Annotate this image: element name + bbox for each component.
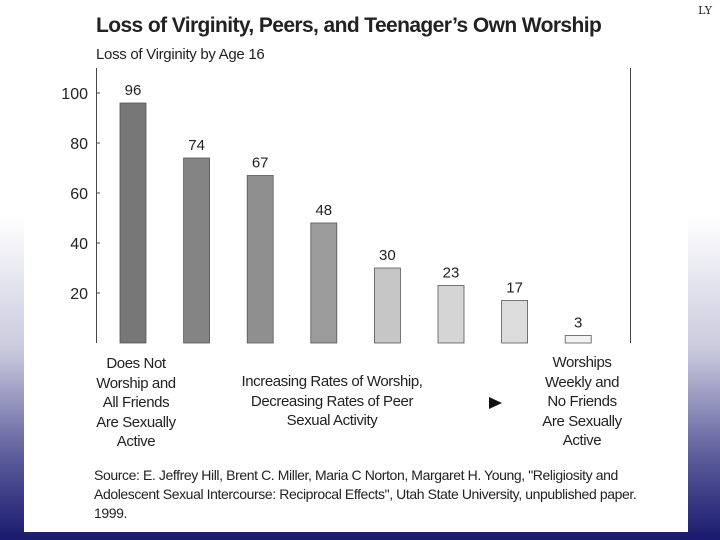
y-tick-label: 80	[70, 136, 88, 153]
y-tick-label: 100	[61, 86, 88, 103]
bar	[564, 335, 592, 344]
y-tick-label: 60	[70, 186, 88, 203]
data-label: 96	[125, 82, 142, 99]
y-tick-label: 20	[70, 286, 88, 303]
data-label: 48	[315, 202, 332, 219]
data-label: 23	[443, 265, 460, 282]
slide: Loss of Virginity, Peers, and Teenager’s…	[24, 0, 688, 532]
bar	[501, 300, 529, 344]
data-label: 17	[506, 280, 523, 297]
bar	[310, 222, 338, 344]
bar	[246, 175, 274, 344]
source-citation: Source: E. Jeffrey Hill, Brent C. Miller…	[94, 467, 637, 521]
plot-frame	[96, 68, 631, 343]
data-label: 74	[188, 137, 205, 154]
bar	[119, 102, 147, 344]
left-category-label: Does Not Worship and All Friends Are Sex…	[96, 355, 176, 450]
bar	[373, 267, 401, 344]
arrow-right-icon	[489, 397, 502, 409]
data-label: 67	[252, 155, 269, 172]
chart-title: Loss of Virginity, Peers, and Teenager’s…	[96, 14, 602, 37]
right-category-label: Worships Weekly and No Friends Are Sexua…	[542, 354, 622, 449]
data-label: 30	[379, 247, 396, 264]
corner-mark: LY	[698, 4, 712, 17]
data-label: 3	[574, 315, 582, 332]
chart-subtitle: Loss of Virginity by Age 16	[96, 46, 265, 63]
middle-category-label: Increasing Rates of Worship, Decreasing …	[241, 373, 423, 429]
bar	[183, 157, 211, 344]
y-tick-label: 40	[70, 236, 88, 253]
bar	[437, 285, 465, 344]
bar-chart: 20 40 60 80 100 96 74 67 48 30 23 17 3	[61, 82, 592, 344]
